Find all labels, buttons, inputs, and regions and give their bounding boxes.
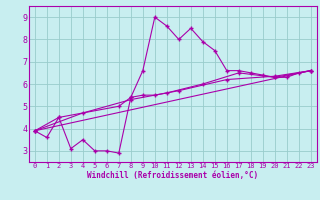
X-axis label: Windchill (Refroidissement éolien,°C): Windchill (Refroidissement éolien,°C) (87, 171, 258, 180)
